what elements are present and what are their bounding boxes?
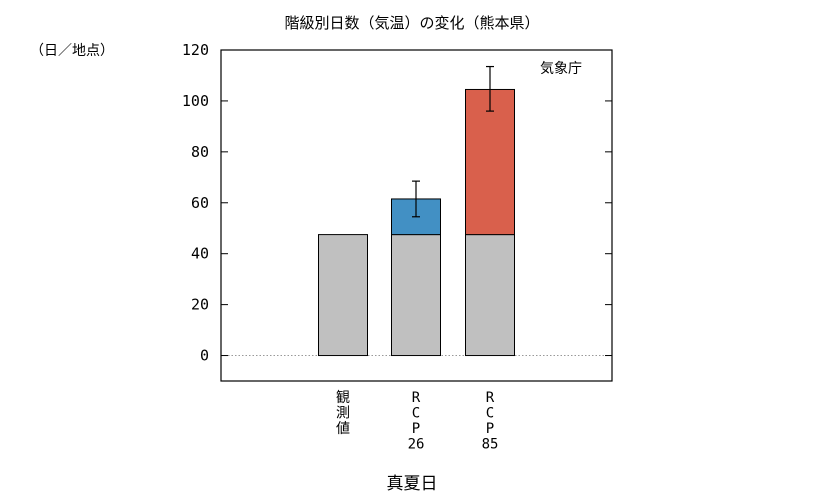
x-axis-title: 真夏日 xyxy=(387,474,438,494)
source-label: 気象庁 xyxy=(540,61,582,77)
category-label-line: P xyxy=(486,421,494,437)
category-label-line: C xyxy=(412,406,420,422)
y-axis-unit-label: （日／地点） xyxy=(30,43,114,59)
bar-increase xyxy=(465,88,515,236)
y-tick-label: 120 xyxy=(182,41,209,59)
y-tick-label: 0 xyxy=(200,347,209,365)
plot-frame xyxy=(220,49,613,382)
category-label-line: 26 xyxy=(408,437,425,453)
category-label-line: C xyxy=(486,406,494,422)
y-tick-label: 40 xyxy=(191,245,209,263)
category-label-line: R xyxy=(486,390,495,406)
y-tick-label: 60 xyxy=(191,194,209,212)
category-label-line: 値 xyxy=(336,421,350,437)
category-label-line: R xyxy=(412,390,421,406)
bar-base xyxy=(465,234,515,357)
chart-title: 階級別日数（気温）の変化（熊本県） xyxy=(284,14,539,32)
category-label-line: 85 xyxy=(482,437,499,453)
category-label-line: 観 xyxy=(336,389,350,406)
bar-base xyxy=(318,234,368,357)
category-label-line: P xyxy=(412,421,420,437)
bar-base xyxy=(391,234,441,357)
y-tick-label: 100 xyxy=(182,92,209,110)
category-label-line: 測 xyxy=(336,406,350,422)
y-tick-label: 80 xyxy=(191,143,209,161)
y-tick-label: 20 xyxy=(191,296,209,314)
